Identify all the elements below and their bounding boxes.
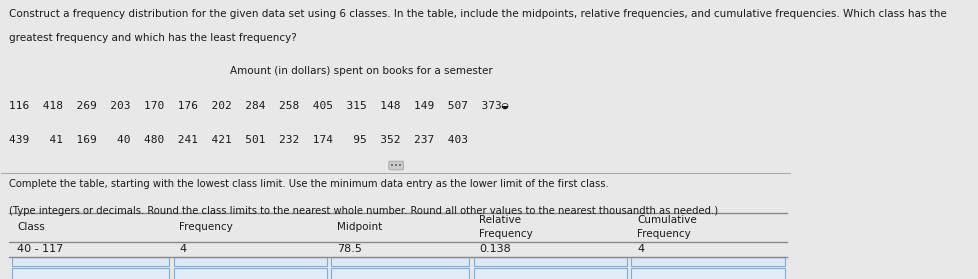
Text: 4: 4 — [179, 244, 186, 254]
FancyBboxPatch shape — [173, 257, 327, 266]
FancyBboxPatch shape — [473, 257, 626, 266]
Text: 116  418  269  203  170  176  202  284  258  405  315  148  149  507  373◒: 116 418 269 203 170 176 202 284 258 405 … — [9, 100, 509, 110]
FancyBboxPatch shape — [332, 257, 468, 266]
Text: 0.138: 0.138 — [478, 244, 511, 254]
Text: Frequency: Frequency — [637, 229, 690, 239]
Text: 4: 4 — [637, 244, 644, 254]
Text: Construct a frequency distribution for the given data set using 6 classes. In th: Construct a frequency distribution for t… — [9, 9, 946, 20]
FancyBboxPatch shape — [332, 268, 468, 279]
FancyBboxPatch shape — [12, 257, 168, 266]
FancyBboxPatch shape — [173, 268, 327, 279]
FancyBboxPatch shape — [631, 257, 784, 266]
FancyBboxPatch shape — [12, 268, 168, 279]
Text: Amount (in dollars) spent on books for a semester: Amount (in dollars) spent on books for a… — [230, 66, 493, 76]
FancyBboxPatch shape — [473, 268, 626, 279]
Text: 78.5: 78.5 — [336, 244, 362, 254]
Text: Class: Class — [18, 222, 45, 232]
Text: •••: ••• — [390, 163, 402, 169]
Text: 40 - 117: 40 - 117 — [18, 244, 64, 254]
Text: Cumulative: Cumulative — [637, 215, 696, 225]
Text: Complete the table, starting with the lowest class limit. Use the minimum data e: Complete the table, starting with the lo… — [9, 179, 608, 189]
FancyBboxPatch shape — [631, 268, 784, 279]
Text: Frequency: Frequency — [478, 229, 532, 239]
Text: 439   41  169   40  480  241  421  501  232  174   95  352  237  403: 439 41 169 40 480 241 421 501 232 174 95… — [9, 135, 467, 145]
Text: Frequency: Frequency — [179, 222, 233, 232]
Text: Relative: Relative — [478, 215, 520, 225]
Text: (Type integers or decimals. Round the class limits to the nearest whole number. : (Type integers or decimals. Round the cl… — [9, 206, 718, 216]
Text: Midpoint: Midpoint — [336, 222, 381, 232]
Text: greatest frequency and which has the least frequency?: greatest frequency and which has the lea… — [9, 33, 296, 44]
